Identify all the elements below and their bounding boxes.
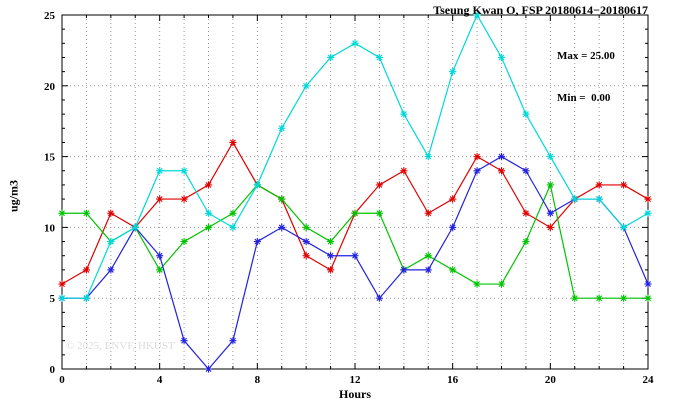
svg-text:4: 4 (157, 374, 163, 386)
y-axis-label: ug/m3 (6, 179, 21, 213)
svg-text:16: 16 (447, 374, 459, 386)
svg-text:0: 0 (50, 364, 56, 376)
svg-text:24: 24 (643, 374, 655, 386)
svg-text:5: 5 (50, 293, 56, 305)
svg-text:20: 20 (44, 81, 56, 93)
svg-text:10: 10 (44, 222, 56, 234)
svg-text:12: 12 (350, 374, 362, 386)
watermark: © 2025, ENVF, HKUST (66, 340, 175, 352)
svg-text:20: 20 (545, 374, 557, 386)
min-label: Min = 0.00 (557, 92, 611, 104)
svg-text:0: 0 (59, 374, 65, 386)
x-axis-label: Hours (338, 387, 372, 401)
svg-text:15: 15 (44, 152, 56, 164)
chart-title: Tseung Kwan O, FSP 20180614−20180617 (433, 3, 648, 17)
svg-text:25: 25 (44, 10, 56, 22)
max-min-annotation: Max = 25.00 Min = 0.00 (557, 21, 615, 133)
max-label: Max = 25.00 (557, 50, 615, 62)
svg-text:8: 8 (255, 374, 261, 386)
